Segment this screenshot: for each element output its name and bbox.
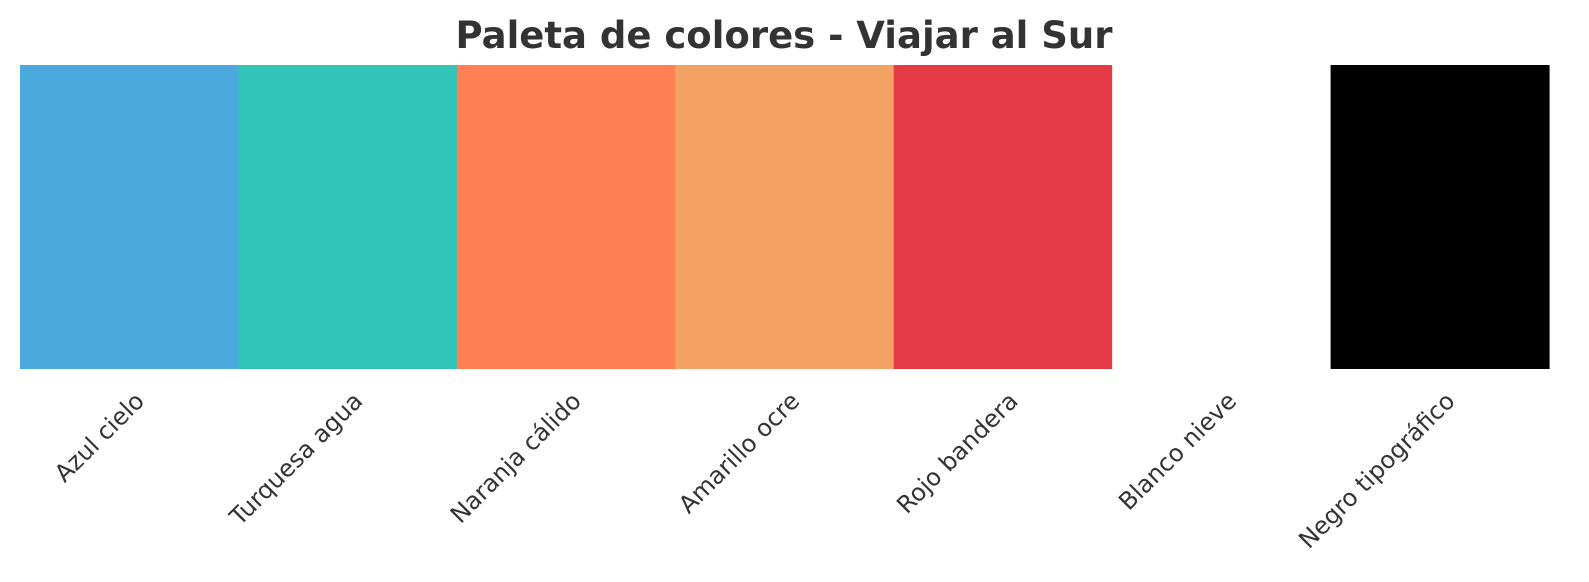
swatch-rojo-bandera (893, 65, 1113, 369)
label-rojo-bandera: Rojo bandera (891, 387, 1023, 519)
label-amarillo-ocre: Amarillo ocre (673, 387, 805, 519)
swatch-azul-cielo (20, 65, 240, 369)
label-negro-tipografico: Negro tipográfico (1293, 387, 1460, 554)
swatch-amarillo-ocre (675, 65, 895, 369)
swatch-negro-tipografico (1330, 65, 1550, 369)
swatch-group (20, 65, 1550, 369)
swatch-turquesa-agua (238, 65, 458, 369)
label-group: Azul cielo Turquesa agua Naranja cálido Ama… (49, 387, 1460, 554)
label-blanco-nieve: Blanco nieve (1113, 387, 1242, 516)
chart-title: Paleta de colores - Viajar al Sur (455, 14, 1113, 57)
swatch-blanco-nieve (1112, 65, 1332, 369)
swatch-naranja-calido (456, 65, 676, 369)
label-azul-cielo: Azul cielo (49, 387, 150, 488)
label-naranja-calido: Naranja cálido (445, 387, 587, 529)
label-turquesa-agua: Turquesa agua (224, 387, 369, 532)
